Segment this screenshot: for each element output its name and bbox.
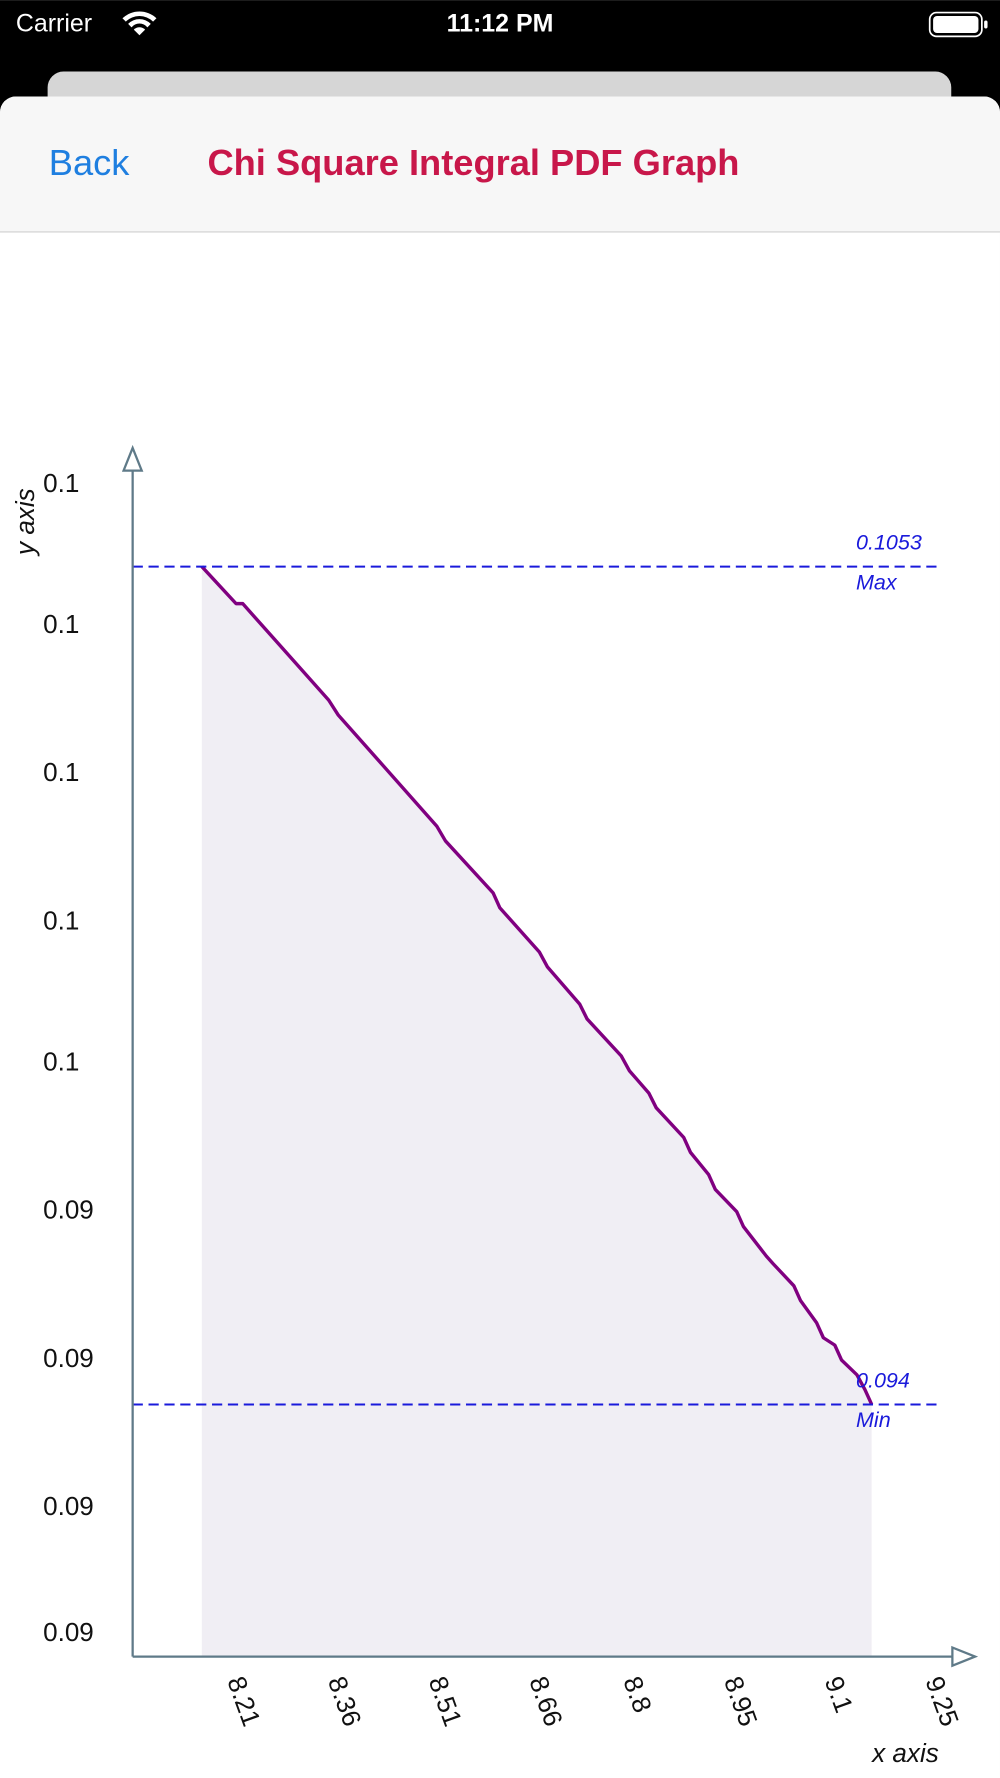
- reference-label: Max: [856, 570, 898, 594]
- y-axis-arrow: [121, 444, 144, 472]
- y-tick-label: 0.1: [43, 468, 79, 498]
- clock: 11:12 PM: [447, 10, 554, 38]
- area-fill: [201, 566, 872, 1657]
- nav-bar: [0, 96, 1000, 232]
- reference-label: Min: [856, 1408, 891, 1432]
- data-line: [200, 565, 874, 1406]
- reference-value: 0.094: [856, 1368, 910, 1392]
- y-tick-label: 0.1: [43, 609, 79, 639]
- y-tick-label: 0.09: [43, 1491, 94, 1521]
- battery-icon: [928, 11, 988, 38]
- y-tick-label: 0.09: [43, 1195, 94, 1225]
- wifi-icon: [122, 11, 157, 36]
- reference-value: 0.1053: [856, 531, 922, 555]
- carrier: Carrier: [16, 10, 92, 38]
- back-button[interactable]: Back: [49, 142, 130, 183]
- x-axis-title: x axis: [870, 1738, 939, 1768]
- y-tick-label: 0.09: [43, 1617, 94, 1647]
- y-tick-label: 0.1: [43, 1046, 79, 1076]
- x-axis-arrow: [951, 1645, 979, 1668]
- y-tick-label: 0.09: [43, 1343, 94, 1373]
- chart: 0.1053 Max 0.094 Min 0.1 0.1 0.1 0.1 0.1 0.09 0.09…: [10, 444, 979, 1768]
- y-axis-title: y axis: [10, 488, 40, 557]
- y-tick-label: 0.1: [43, 905, 79, 935]
- y-tick-label: 0.1: [43, 757, 79, 787]
- nav-title: Chi Square Integral PDF Graph: [207, 142, 739, 183]
